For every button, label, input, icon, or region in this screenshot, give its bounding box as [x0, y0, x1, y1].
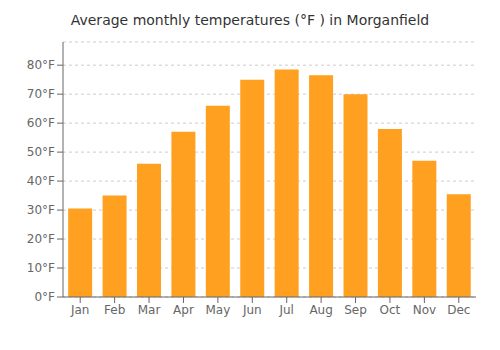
- svg-text:Aug: Aug: [309, 303, 332, 317]
- svg-text:30°F: 30°F: [27, 203, 55, 217]
- svg-text:Apr: Apr: [173, 303, 194, 317]
- svg-text:80°F: 80°F: [27, 58, 55, 72]
- svg-text:60°F: 60°F: [27, 116, 55, 130]
- svg-text:May: May: [205, 303, 230, 317]
- svg-text:20°F: 20°F: [27, 232, 55, 246]
- svg-text:0°F: 0°F: [34, 290, 55, 304]
- svg-text:Oct: Oct: [380, 303, 401, 317]
- svg-text:Jul: Jul: [278, 303, 293, 317]
- svg-text:50°F: 50°F: [27, 145, 55, 159]
- svg-text:Feb: Feb: [104, 303, 125, 317]
- svg-text:Jan: Jan: [70, 303, 90, 317]
- svg-text:Sep: Sep: [344, 303, 367, 317]
- svg-text:Nov: Nov: [413, 303, 436, 317]
- svg-text:Mar: Mar: [138, 303, 161, 317]
- html-text:Average monthly temperatures (: Average monthly temperatures (°F ) in Mo…: [70, 12, 430, 28]
- svg-text:40°F: 40°F: [27, 174, 55, 188]
- svg-text:Jun: Jun: [242, 303, 262, 317]
- svg-text:10°F: 10°F: [27, 261, 55, 275]
- svg-text:70°F: 70°F: [27, 87, 55, 101]
- svg-text:Dec: Dec: [447, 303, 470, 317]
